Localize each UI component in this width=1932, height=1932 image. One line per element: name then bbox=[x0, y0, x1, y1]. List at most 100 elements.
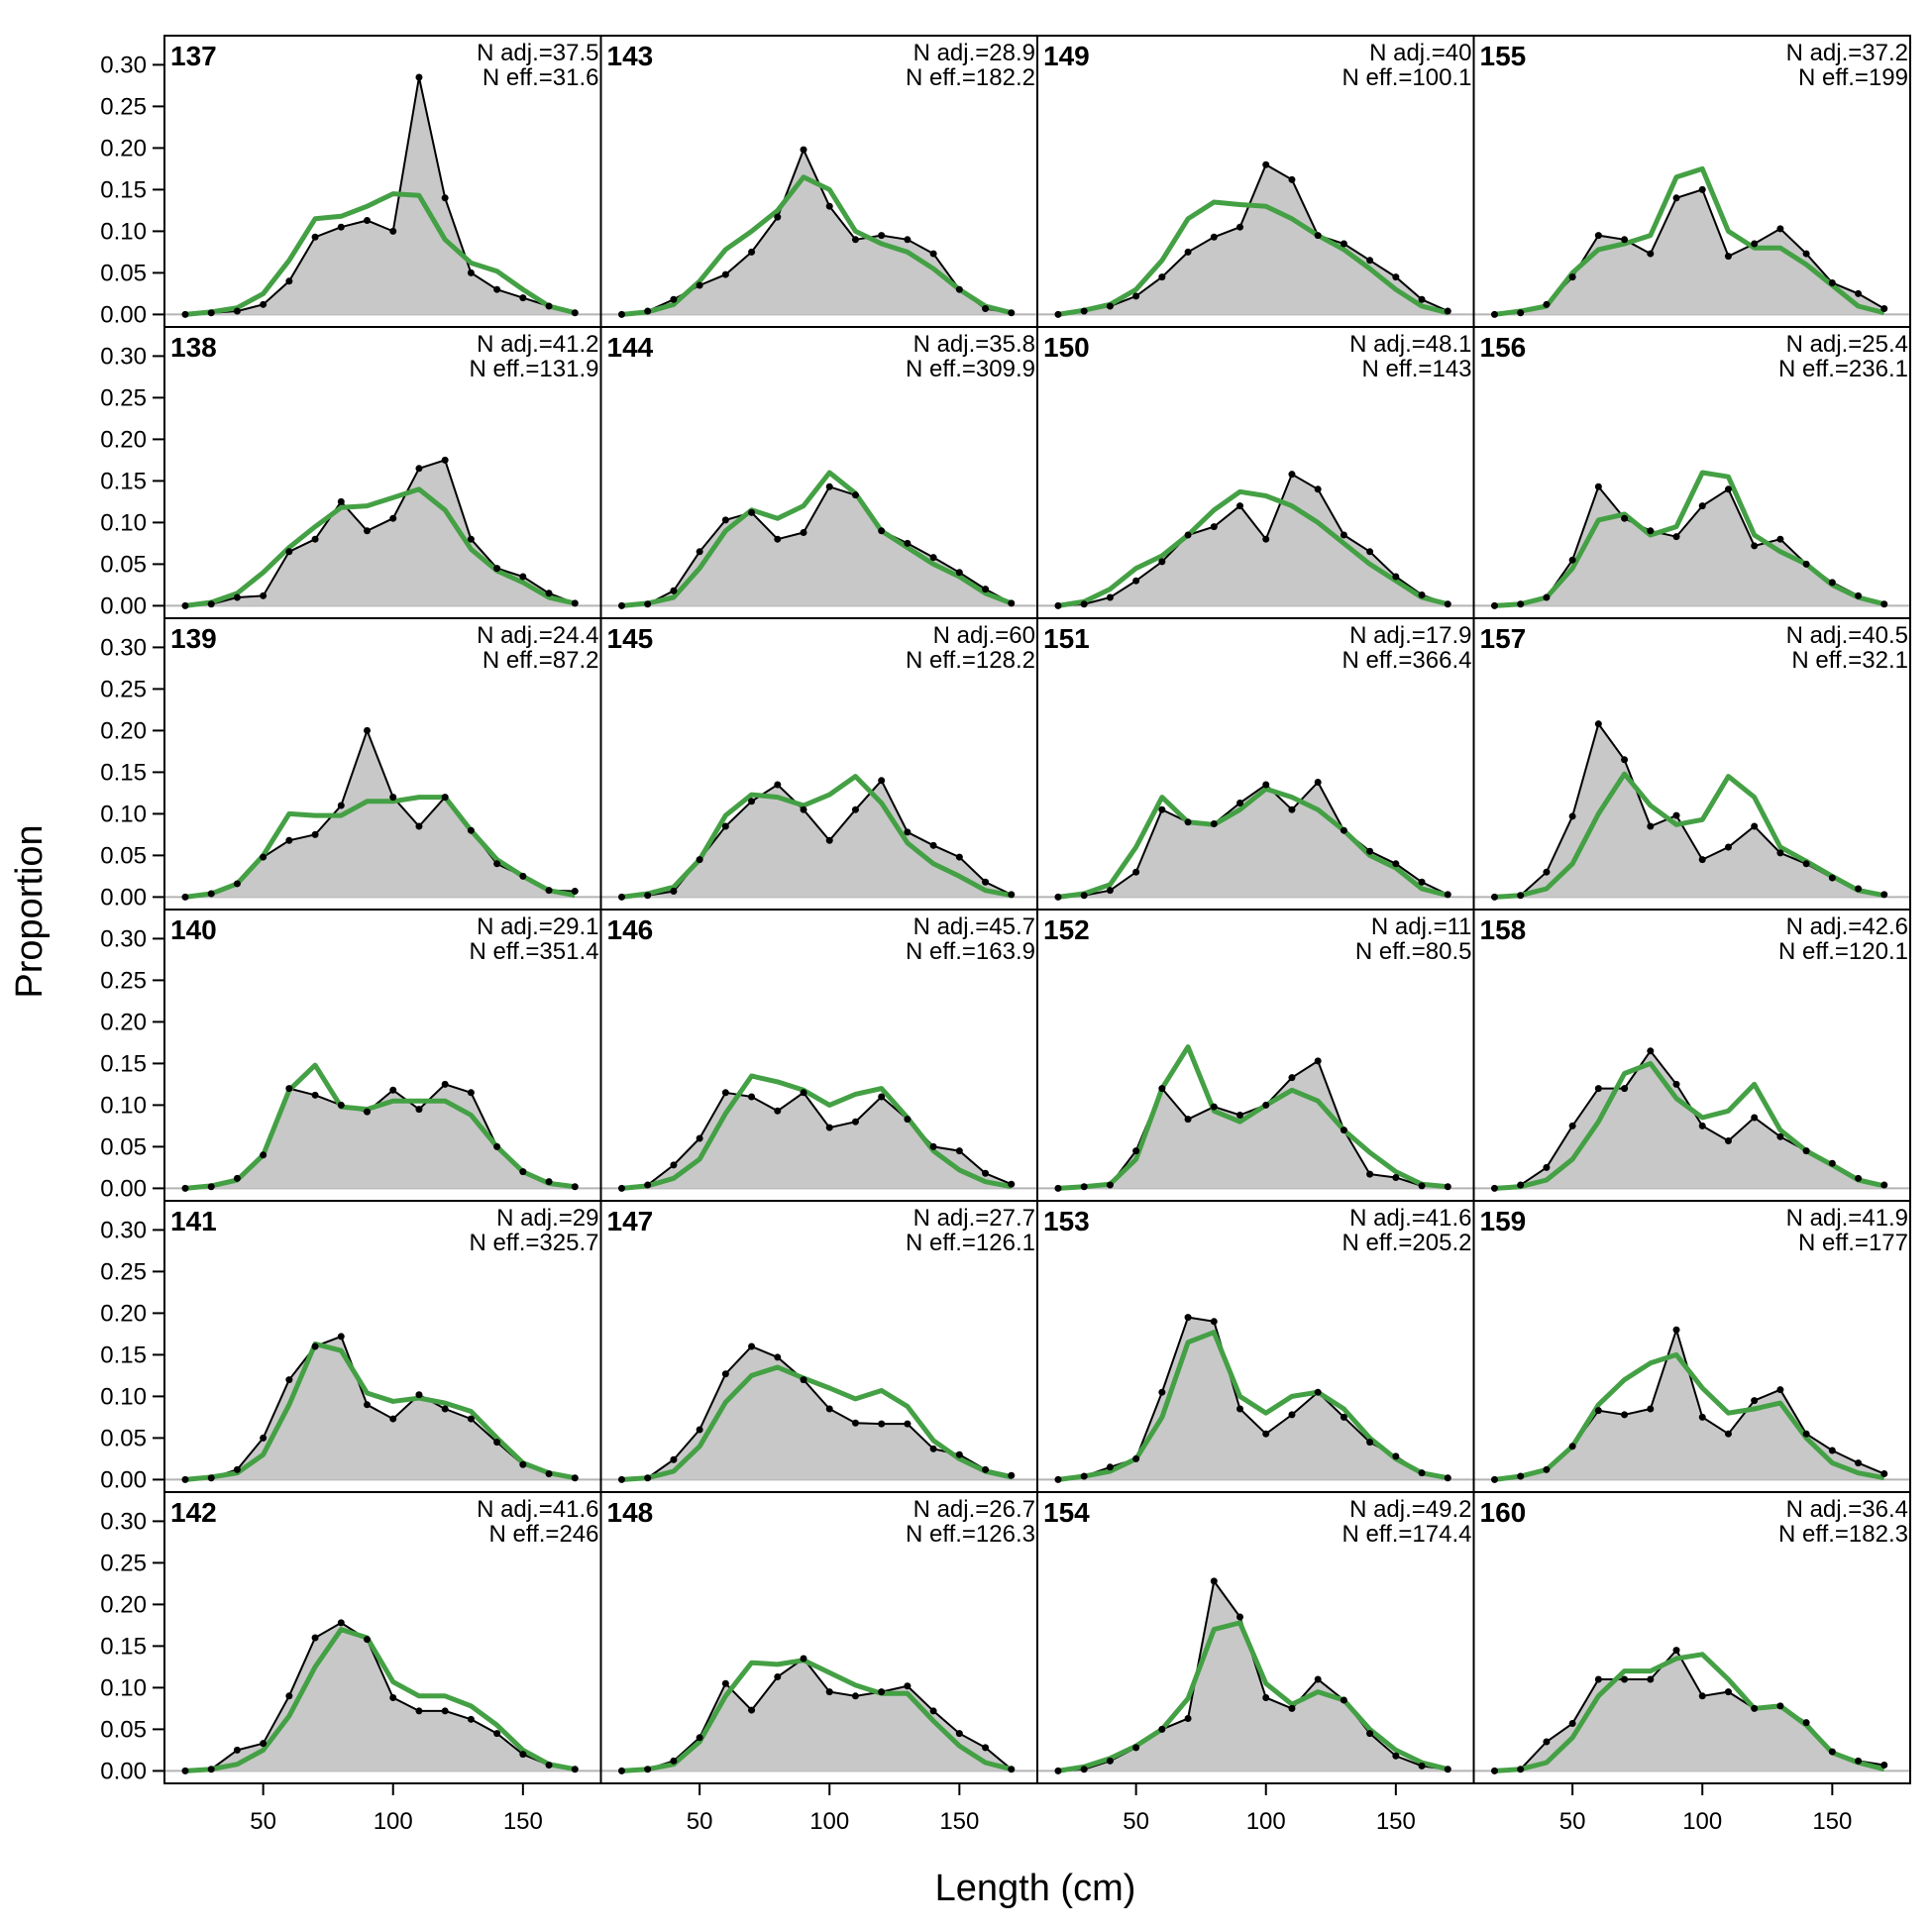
observed-point bbox=[748, 248, 756, 256]
observed-point bbox=[415, 1707, 423, 1715]
observed-point bbox=[800, 1089, 807, 1097]
observed-point bbox=[1698, 502, 1706, 510]
observed-line bbox=[1057, 162, 1449, 316]
observed-area bbox=[621, 150, 1012, 315]
observed-point bbox=[1568, 1122, 1576, 1129]
n-adj-label: N adj.=41.9 bbox=[1786, 1205, 1908, 1232]
expected-line bbox=[184, 1062, 576, 1191]
n-adj-label: N adj.=48.1 bbox=[1349, 331, 1471, 358]
observed-point bbox=[1106, 1757, 1114, 1765]
panel-144: 144 N adj.=35.8N eff.=309.9 bbox=[599, 326, 1038, 619]
observed-point bbox=[851, 805, 859, 813]
observed-point bbox=[415, 1106, 423, 1114]
observed-point bbox=[364, 1401, 372, 1409]
observed-point bbox=[1288, 1411, 1296, 1419]
panel-148: 148 N adj.=26.7N eff.=126.3 bbox=[599, 1491, 1038, 1784]
observed-point bbox=[207, 890, 215, 898]
observed-point bbox=[1543, 300, 1551, 308]
panel-147: 147 N adj.=27.7N eff.=126.1 bbox=[599, 1200, 1038, 1493]
observed-point bbox=[670, 1161, 678, 1169]
observed-point bbox=[774, 781, 782, 789]
observed-point bbox=[415, 1391, 423, 1399]
observed-point bbox=[1776, 849, 1784, 857]
observed-point bbox=[493, 1730, 501, 1738]
expected-line bbox=[621, 774, 1013, 900]
x-tick-label: 50 bbox=[1123, 1808, 1149, 1835]
observed-point bbox=[1008, 891, 1016, 899]
observed-point bbox=[982, 1465, 990, 1473]
observed-point bbox=[1543, 1738, 1551, 1746]
observed-point bbox=[1314, 778, 1322, 786]
n-adj-label: N adj.=45.7 bbox=[913, 913, 1035, 940]
panel-160: 160 N adj.=36.4N eff.=182.3 bbox=[1472, 1491, 1911, 1784]
observed-point bbox=[571, 309, 579, 317]
observed-point bbox=[1184, 248, 1192, 256]
observed-point bbox=[441, 1707, 449, 1715]
y-tick-label: 0.10 bbox=[100, 1383, 147, 1410]
observed-point bbox=[1594, 1407, 1602, 1415]
panel-id-label: 156 bbox=[1480, 332, 1527, 363]
observed-point bbox=[1444, 891, 1451, 899]
observed-point bbox=[721, 1679, 729, 1687]
panel-id-label: 144 bbox=[607, 332, 654, 363]
y-tick-label: 0.25 bbox=[100, 1550, 147, 1576]
observed-point bbox=[1418, 1182, 1426, 1190]
observed-point bbox=[389, 514, 397, 522]
observed-point bbox=[748, 1706, 756, 1714]
y-tick-label: 0.25 bbox=[100, 93, 147, 120]
n-eff-label: N eff.=309.9 bbox=[906, 356, 1035, 382]
observed-point bbox=[929, 1707, 937, 1715]
observed-point bbox=[1132, 1744, 1140, 1752]
observed-point bbox=[337, 497, 345, 505]
observed-point bbox=[1184, 818, 1192, 826]
observed-point bbox=[207, 309, 215, 317]
n-eff-label: N eff.=31.6 bbox=[483, 64, 599, 91]
observed-point bbox=[1008, 1471, 1016, 1479]
observed-point bbox=[696, 281, 703, 289]
y-tick-label: 0.20 bbox=[100, 1009, 147, 1035]
expected-line bbox=[621, 470, 1013, 608]
observed-point bbox=[878, 777, 886, 785]
observed-point bbox=[519, 573, 527, 581]
n-adj-label: N adj.=40 bbox=[1369, 40, 1471, 66]
n-eff-label: N eff.=199 bbox=[1798, 64, 1908, 91]
observed-point bbox=[545, 590, 553, 597]
n-adj-label: N adj.=29.1 bbox=[477, 913, 598, 940]
observed-point bbox=[1517, 1181, 1525, 1189]
y-tick-label: 0.30 bbox=[100, 1217, 147, 1243]
observed-point bbox=[1054, 1475, 1062, 1483]
y-tick-label: 0.00 bbox=[100, 301, 147, 328]
observed-point bbox=[1855, 885, 1863, 893]
x-tick-label: 50 bbox=[250, 1808, 276, 1835]
observed-point bbox=[617, 1475, 625, 1483]
y-tick-label: 0.15 bbox=[100, 1342, 147, 1368]
observed-point bbox=[1392, 860, 1400, 868]
observed-point bbox=[800, 1655, 807, 1663]
observed-point bbox=[1444, 1474, 1451, 1482]
observed-point bbox=[1647, 1675, 1655, 1683]
observed-point bbox=[207, 1474, 215, 1482]
y-tick-label: 0.15 bbox=[100, 176, 147, 203]
n-eff-label: N eff.=246 bbox=[489, 1521, 599, 1548]
y-tick-label: 0.00 bbox=[100, 1175, 147, 1202]
n-adj-label: N adj.=42.6 bbox=[1786, 913, 1908, 940]
observed-point bbox=[1132, 868, 1140, 876]
observed-point bbox=[285, 277, 293, 285]
observed-point bbox=[774, 535, 782, 543]
y-tick-label: 0.05 bbox=[100, 1716, 147, 1743]
observed-point bbox=[904, 1116, 912, 1124]
observed-area bbox=[184, 1336, 576, 1480]
observed-area bbox=[184, 730, 576, 898]
observed-point bbox=[233, 1174, 241, 1182]
n-adj-label: N adj.=27.7 bbox=[913, 1205, 1035, 1232]
observed-point bbox=[415, 73, 423, 81]
observed-point bbox=[1158, 1725, 1166, 1733]
observed-point bbox=[1802, 1430, 1810, 1438]
observed-point bbox=[721, 270, 729, 278]
observed-area bbox=[184, 77, 576, 315]
observed-point bbox=[851, 1692, 859, 1700]
x-tick-label: 150 bbox=[503, 1808, 543, 1835]
observed-point bbox=[311, 1634, 319, 1642]
observed-point bbox=[1288, 471, 1296, 479]
n-eff-label: N eff.=163.9 bbox=[906, 938, 1035, 965]
